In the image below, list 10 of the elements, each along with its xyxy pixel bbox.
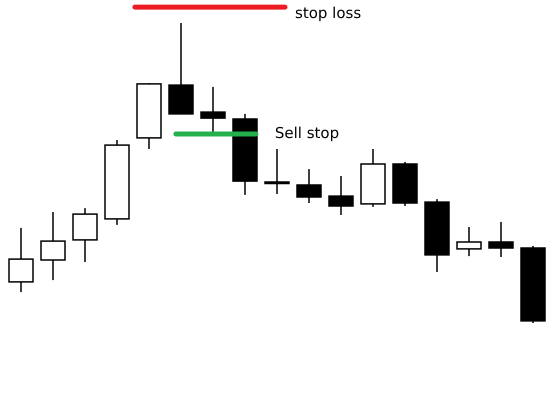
candlestick	[296, 168, 322, 204]
candlestick	[200, 86, 226, 133]
candlestick	[40, 211, 66, 281]
ref-line-label: stop loss	[295, 4, 362, 22]
ref-line-label: Sell stop	[274, 124, 340, 142]
candlestick	[264, 148, 290, 195]
candlestick	[8, 227, 34, 293]
candlestick	[488, 221, 514, 258]
candlestick	[456, 226, 482, 257]
candlestick	[328, 175, 354, 216]
